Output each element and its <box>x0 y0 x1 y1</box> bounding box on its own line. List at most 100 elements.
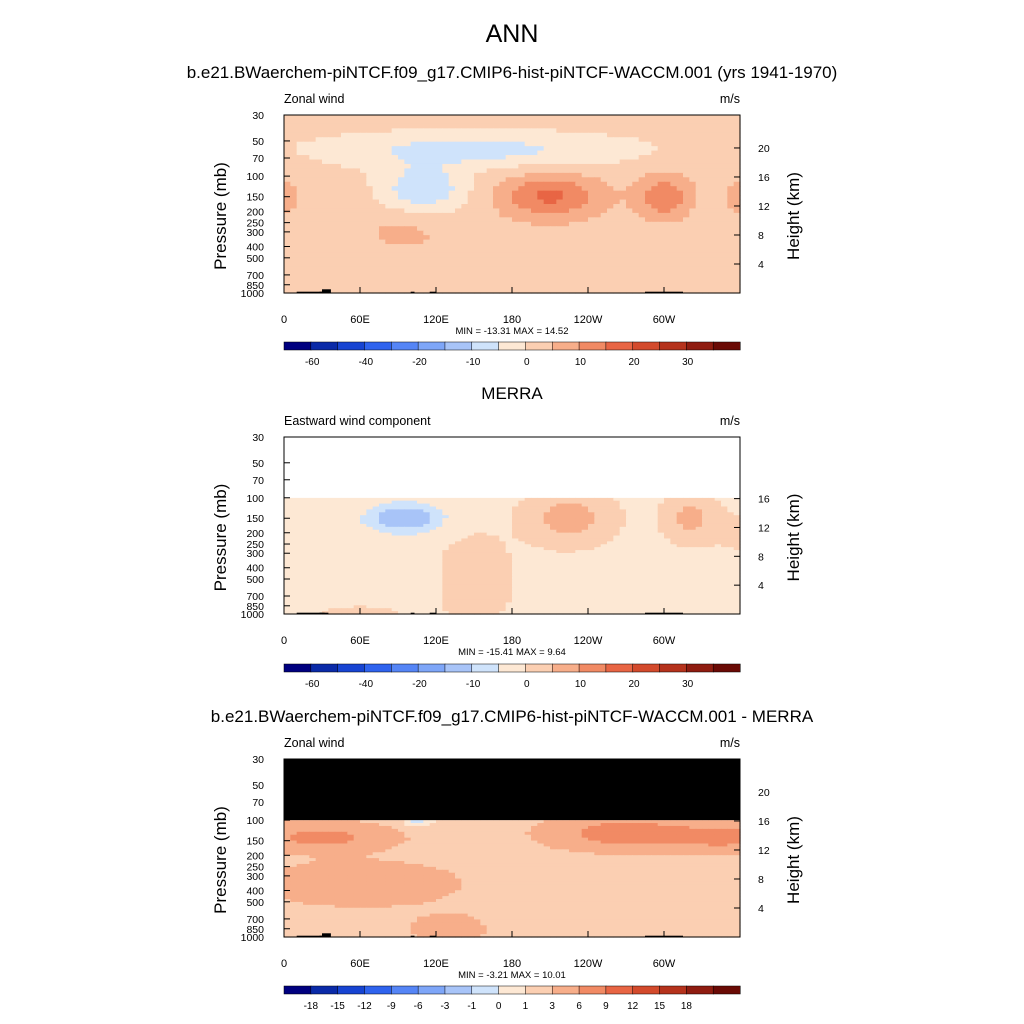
field-cell <box>702 141 709 147</box>
field-cell <box>670 172 678 178</box>
field-cell <box>474 123 481 129</box>
field-cell <box>360 288 367 294</box>
field-cell <box>638 529 646 534</box>
field-cell <box>708 526 716 531</box>
field-cell <box>303 541 310 545</box>
field-cell <box>442 141 450 147</box>
field-cell <box>702 190 709 196</box>
field-cell <box>315 535 323 540</box>
field-cell <box>657 532 665 537</box>
field-cell <box>429 561 437 566</box>
field-cell <box>537 550 545 554</box>
field-cell <box>733 538 741 542</box>
field-cell <box>499 526 507 531</box>
field-cell <box>284 521 291 525</box>
field-cell <box>499 497 507 502</box>
field-cell <box>480 141 488 147</box>
field-cell <box>379 141 386 147</box>
field-cell <box>702 137 709 143</box>
field-cell <box>531 538 538 542</box>
field-cell <box>353 506 361 510</box>
field-cell <box>569 115 576 121</box>
field-cell <box>657 199 665 205</box>
field-cell <box>594 570 602 574</box>
field-cell <box>455 217 462 223</box>
field-cell <box>588 177 595 183</box>
field-cell <box>284 159 291 165</box>
field-cell <box>436 497 443 502</box>
field-cell <box>632 523 640 528</box>
field-cell <box>353 212 361 218</box>
field-cell <box>531 555 538 560</box>
field-cell <box>714 261 722 267</box>
field-cell <box>569 500 576 505</box>
field-cell <box>442 266 450 272</box>
field-cell <box>353 544 361 548</box>
field-cell <box>575 141 583 147</box>
field-cell <box>613 208 621 214</box>
field-cell <box>372 168 380 174</box>
field-cell <box>714 576 722 580</box>
field-cell <box>334 248 342 254</box>
field-cell <box>708 244 716 250</box>
field-cell <box>512 547 519 551</box>
field-cell <box>531 266 538 272</box>
field-cell <box>360 532 367 537</box>
field-cell <box>303 503 310 508</box>
field-cell <box>683 550 690 554</box>
field-cell <box>531 132 538 138</box>
field-cell <box>499 515 507 519</box>
field-cell <box>670 288 678 294</box>
field-cell <box>284 261 291 267</box>
field-cell <box>512 506 519 510</box>
field-cell <box>588 576 595 580</box>
field-cell <box>619 252 627 258</box>
field-cell <box>290 244 298 250</box>
field-cell <box>347 132 355 138</box>
field-cell <box>404 506 412 510</box>
field-cell <box>607 288 614 294</box>
field-cell <box>493 541 500 545</box>
field-cell <box>398 561 405 566</box>
field-cell <box>499 541 507 545</box>
field-cell <box>315 163 323 169</box>
field-cell <box>309 230 317 236</box>
field-cell <box>417 284 424 290</box>
field-cell <box>467 288 475 294</box>
field-cell <box>398 521 405 525</box>
field-cell <box>569 523 576 528</box>
field-cell <box>543 512 551 516</box>
field-cell <box>518 195 526 201</box>
field-cell <box>391 270 399 276</box>
field-cell <box>518 497 526 502</box>
field-cell <box>303 248 310 254</box>
field-cell <box>461 558 469 563</box>
field-cell <box>632 217 640 223</box>
field-cell <box>315 128 323 134</box>
field-cell <box>550 576 557 580</box>
field-cell <box>543 119 551 125</box>
field-cell <box>733 248 741 254</box>
field-cell <box>512 261 519 267</box>
field-cell <box>676 526 684 531</box>
field-cell <box>645 212 652 218</box>
field-cell <box>600 195 608 201</box>
field-cell <box>556 529 564 534</box>
field-cell <box>423 204 431 210</box>
field-cell <box>353 521 361 525</box>
field-cell <box>417 500 424 505</box>
field-cell <box>385 284 393 290</box>
field-cell <box>404 221 412 227</box>
field-cell <box>721 529 728 534</box>
field-cell <box>328 561 336 566</box>
field-cell <box>543 141 551 147</box>
field-cell <box>664 573 671 577</box>
field-cell <box>360 128 367 134</box>
field-cell <box>417 503 424 508</box>
field-cell <box>423 190 431 196</box>
colorbar-swatch <box>391 341 419 351</box>
field-cell <box>322 523 329 528</box>
field-cell <box>626 541 633 545</box>
field-cell <box>284 275 291 281</box>
field-cell <box>353 181 361 187</box>
